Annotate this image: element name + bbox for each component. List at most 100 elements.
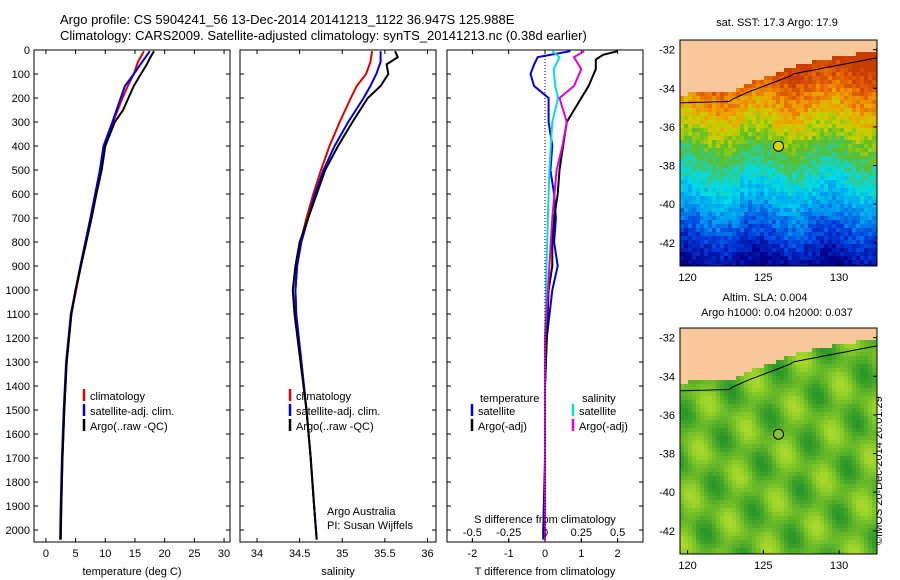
x-tick-label: 15 [129, 548, 141, 560]
series-line-argo-raw-qc- [291, 50, 399, 540]
depth-tick-label: 1000 [6, 285, 30, 297]
legend-label: satellite-adj. clim. [296, 406, 380, 418]
x-tick-label: 10 [99, 548, 111, 560]
x-top-tick-label: 0.25 [571, 527, 592, 539]
top-salinity-axis: -0.5 -0.25 0 0.25 0.5S difference from clima… [463, 514, 625, 542]
map-y-tick-label: -42 [659, 526, 675, 538]
depth-tick-label: 1100 [6, 309, 30, 321]
legend-title-salinity: salinity [582, 393, 616, 405]
x-top-tick-label: -0.25 [496, 527, 521, 539]
legend-label: satellite-adj. clim. [90, 406, 174, 418]
depth-tick-label: 300 [12, 117, 30, 129]
map-x-tick-label: 125 [754, 560, 772, 572]
depth-tick-label: 500 [12, 165, 30, 177]
legend-label: climatology [90, 391, 146, 403]
depth-tick-label: 600 [12, 189, 30, 201]
depth-tick-label: 400 [12, 141, 30, 153]
map-y-tick-label: -40 [659, 199, 675, 211]
panel-salinity: 34 34.5 35 35.5 36 salinity [239, 49, 437, 578]
depth-tick-label: 1400 [6, 381, 30, 393]
depth-tick-label: 1500 [6, 405, 30, 417]
x-tick-label: 25 [188, 548, 200, 560]
map-y-tick-label: -36 [659, 410, 675, 422]
legend-label: satellite [579, 406, 616, 418]
x-axis-label: salinity [321, 566, 355, 578]
map-frame [679, 327, 878, 555]
institution-annotation: Argo Australia PI: Susan Wijffels [327, 506, 413, 532]
x-axis-label: T difference from climatology [475, 566, 616, 578]
x-tick-label: -1 [504, 548, 514, 560]
map-field-sla [680, 328, 877, 554]
map-field-sst [680, 40, 877, 266]
isobath-contour [680, 345, 877, 392]
map-x-tick-label: 130 [830, 560, 848, 572]
map-y-tick-label: -36 [659, 122, 675, 134]
depth-tick-label: 1300 [6, 357, 30, 369]
series-line-argo-raw-qc- [59, 50, 155, 540]
x-tick-label: 0 [43, 548, 49, 560]
panel-frame-salinity [239, 49, 437, 543]
map-sla: 120 125 130 -32 -34 -36 -38 -40 -42 [659, 327, 878, 572]
x-tick-label: 30 [218, 548, 230, 560]
isobath-contour [680, 57, 877, 104]
sla-map-subtitle: Argo h1000: 0.04 h2000: 0.037 [701, 307, 853, 319]
map-y-tick-label: -40 [659, 487, 675, 499]
map-x-tick-label: 120 [678, 272, 696, 284]
x-tick-label: 34.5 [289, 548, 310, 560]
map-y-tick-label: -32 [659, 45, 675, 57]
legend-label: Argo(-adj) [579, 421, 628, 433]
map-y-tick-label: -34 [659, 83, 675, 95]
annotation-line: Argo Australia [327, 506, 396, 518]
x-tick-label: -2 [468, 548, 478, 560]
map-y-tick-label: -38 [659, 449, 675, 461]
depth-tick-label: 0 [24, 45, 30, 57]
depth-tick-label: 1200 [6, 333, 30, 345]
depth-tick-label: 1700 [6, 453, 30, 465]
x-axis-label: temperature (deg C) [82, 566, 181, 578]
x-tick-label: 35 [336, 548, 348, 560]
series-group-salinity [291, 50, 399, 540]
depth-tick-label: 2000 [6, 525, 30, 537]
map-x-tick-label: 120 [678, 560, 696, 572]
depth-tick-label: 1600 [6, 429, 30, 441]
x-tick-label: 20 [159, 548, 171, 560]
legend-label: Argo(..raw -QC) [296, 421, 374, 433]
map-y-tick-label: -42 [659, 238, 675, 250]
legend-label: satellite [478, 406, 515, 418]
legend-salinity: climatology satellite-adj. clim. Argo(..ra… [288, 389, 380, 433]
depth-tick-label: 700 [12, 213, 30, 225]
figure-title-line2: Climatology: CARS2009. Satellite-adjuste… [60, 28, 587, 43]
x-top-tick-label: 0 [542, 527, 548, 539]
x-top-tick-label: -0.5 [463, 527, 482, 539]
map-sst: 120 125 130 -32 -34 -36 -38 -40 -42 [659, 39, 878, 284]
x-tick-label: 35.5 [374, 548, 395, 560]
depth-tick-label: 800 [12, 237, 30, 249]
panel-temperature: 0100200300400500600700800900100011001200… [6, 45, 231, 578]
legend-temperature: climatology satellite-adj. clim. Argo(..ra… [82, 389, 174, 433]
sla-map-title: Altim. SLA: 0.004 [723, 292, 808, 304]
map-y-tick-label: -38 [659, 161, 675, 173]
x-top-axis-label: S difference from climatology [474, 514, 616, 526]
depth-tick-label: 1900 [6, 501, 30, 513]
map-x-tick-label: 130 [830, 272, 848, 284]
depth-tick-label: 1800 [6, 477, 30, 489]
x-tick-label: 2 [615, 548, 621, 560]
sst-map-title: sat. SST: 17.3 Argo: 17.9 [716, 17, 838, 29]
figure-title-line1: Argo profile: CS 5904241_56 13-Dec-2014 … [60, 12, 515, 27]
depth-tick-label: 200 [12, 93, 30, 105]
series-group-temperature [59, 50, 155, 540]
argo-float-marker [773, 140, 784, 152]
legend-label: Argo(..raw -QC) [90, 421, 168, 433]
legend-title-temperature: temperature [480, 393, 539, 405]
depth-tick-label: 100 [12, 69, 30, 81]
x-tick-label: 5 [73, 548, 79, 560]
map-frame [679, 39, 878, 267]
x-tick-label: 0 [542, 548, 548, 560]
x-tick-label: 1 [578, 548, 584, 560]
legend-label: climatology [296, 391, 352, 403]
legend-label: Argo(-adj) [478, 421, 527, 433]
map-y-tick-label: -34 [659, 371, 675, 383]
x-tick-label: 34 [251, 548, 263, 560]
x-tick-label: 36 [421, 548, 433, 560]
